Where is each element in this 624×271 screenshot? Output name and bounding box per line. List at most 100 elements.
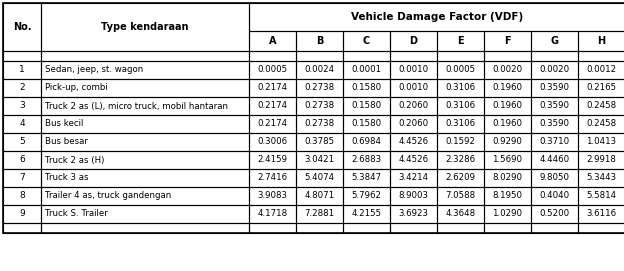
Text: Bus kecil: Bus kecil <box>45 120 84 128</box>
Bar <box>531 169 578 187</box>
Bar <box>484 31 531 51</box>
Bar <box>531 151 578 169</box>
Text: 2: 2 <box>19 83 25 92</box>
Text: 3: 3 <box>19 102 25 111</box>
Bar <box>343 115 390 133</box>
Text: 0.3590: 0.3590 <box>540 120 570 128</box>
Bar <box>41 151 249 169</box>
Text: 0.3785: 0.3785 <box>305 137 334 147</box>
Text: 0.0005: 0.0005 <box>258 66 288 75</box>
Text: Trailer 4 as, truck gandengan: Trailer 4 as, truck gandengan <box>45 192 171 201</box>
Bar <box>578 223 624 233</box>
Bar <box>249 223 296 233</box>
Bar <box>390 169 437 187</box>
Text: Truck 3 as: Truck 3 as <box>45 173 89 182</box>
Bar <box>484 205 531 223</box>
Bar <box>484 187 531 205</box>
Bar <box>390 31 437 51</box>
Bar <box>3 51 41 61</box>
Bar <box>437 169 484 187</box>
Text: Truck S. Trailer: Truck S. Trailer <box>45 209 108 218</box>
Bar <box>41 3 249 51</box>
Bar <box>296 115 343 133</box>
Bar <box>3 61 41 79</box>
Bar <box>390 79 437 97</box>
Bar <box>41 169 249 187</box>
Text: 0.4040: 0.4040 <box>539 192 570 201</box>
Bar <box>531 79 578 97</box>
Bar <box>249 187 296 205</box>
Bar <box>3 3 41 51</box>
Bar <box>41 51 249 61</box>
Bar <box>249 31 296 51</box>
Text: 3.6923: 3.6923 <box>399 209 429 218</box>
Text: 4.3648: 4.3648 <box>446 209 475 218</box>
Text: 5.7962: 5.7962 <box>351 192 381 201</box>
Bar <box>3 169 41 187</box>
Bar <box>437 151 484 169</box>
Text: 0.2174: 0.2174 <box>258 120 288 128</box>
Text: 1: 1 <box>19 66 25 75</box>
Text: 0.0012: 0.0012 <box>587 66 617 75</box>
Bar <box>249 51 296 61</box>
Bar <box>249 205 296 223</box>
Text: 4.1718: 4.1718 <box>258 209 288 218</box>
Bar <box>437 79 484 97</box>
Bar <box>3 79 41 97</box>
Text: 0.1580: 0.1580 <box>351 83 381 92</box>
Text: Type kendaraan: Type kendaraan <box>101 22 188 32</box>
Text: 2.6209: 2.6209 <box>446 173 475 182</box>
Text: 4.4460: 4.4460 <box>539 156 570 164</box>
Text: 0.1580: 0.1580 <box>351 120 381 128</box>
Text: 0.2738: 0.2738 <box>305 83 334 92</box>
Text: 0.6984: 0.6984 <box>351 137 381 147</box>
Bar <box>343 187 390 205</box>
Text: 3.0421: 3.0421 <box>305 156 334 164</box>
Text: 8.9003: 8.9003 <box>399 192 429 201</box>
Bar <box>249 97 296 115</box>
Bar <box>390 61 437 79</box>
Text: 0.0001: 0.0001 <box>351 66 381 75</box>
Bar <box>390 187 437 205</box>
Text: 0.3006: 0.3006 <box>258 137 288 147</box>
Text: 2.7416: 2.7416 <box>258 173 288 182</box>
Text: 0.1960: 0.1960 <box>492 120 522 128</box>
Text: 0.2165: 0.2165 <box>587 83 617 92</box>
Bar <box>296 61 343 79</box>
Text: 2.3286: 2.3286 <box>446 156 475 164</box>
Text: 5.3443: 5.3443 <box>587 173 617 182</box>
Text: 0.9290: 0.9290 <box>492 137 522 147</box>
Bar <box>531 133 578 151</box>
Bar <box>578 79 624 97</box>
Bar <box>484 51 531 61</box>
Bar <box>41 223 249 233</box>
Bar <box>578 51 624 61</box>
Text: 2.4159: 2.4159 <box>258 156 288 164</box>
Bar <box>578 151 624 169</box>
Bar <box>578 97 624 115</box>
Text: 5.3847: 5.3847 <box>351 173 381 182</box>
Text: 7.0588: 7.0588 <box>446 192 475 201</box>
Bar <box>41 61 249 79</box>
Bar <box>3 151 41 169</box>
Bar <box>41 187 249 205</box>
Text: 0.0020: 0.0020 <box>539 66 570 75</box>
Bar <box>531 115 578 133</box>
Bar <box>484 151 531 169</box>
Text: E: E <box>457 36 464 46</box>
Text: 6: 6 <box>19 156 25 164</box>
Text: 9: 9 <box>19 209 25 218</box>
Text: B: B <box>316 36 323 46</box>
Text: 3.6116: 3.6116 <box>587 209 617 218</box>
Bar <box>531 223 578 233</box>
Bar <box>484 97 531 115</box>
Bar <box>296 187 343 205</box>
Bar <box>390 133 437 151</box>
Text: Bus besar: Bus besar <box>45 137 88 147</box>
Bar <box>343 169 390 187</box>
Text: 0.2458: 0.2458 <box>587 102 617 111</box>
Bar <box>531 51 578 61</box>
Bar <box>343 205 390 223</box>
Text: D: D <box>409 36 417 46</box>
Text: C: C <box>363 36 370 46</box>
